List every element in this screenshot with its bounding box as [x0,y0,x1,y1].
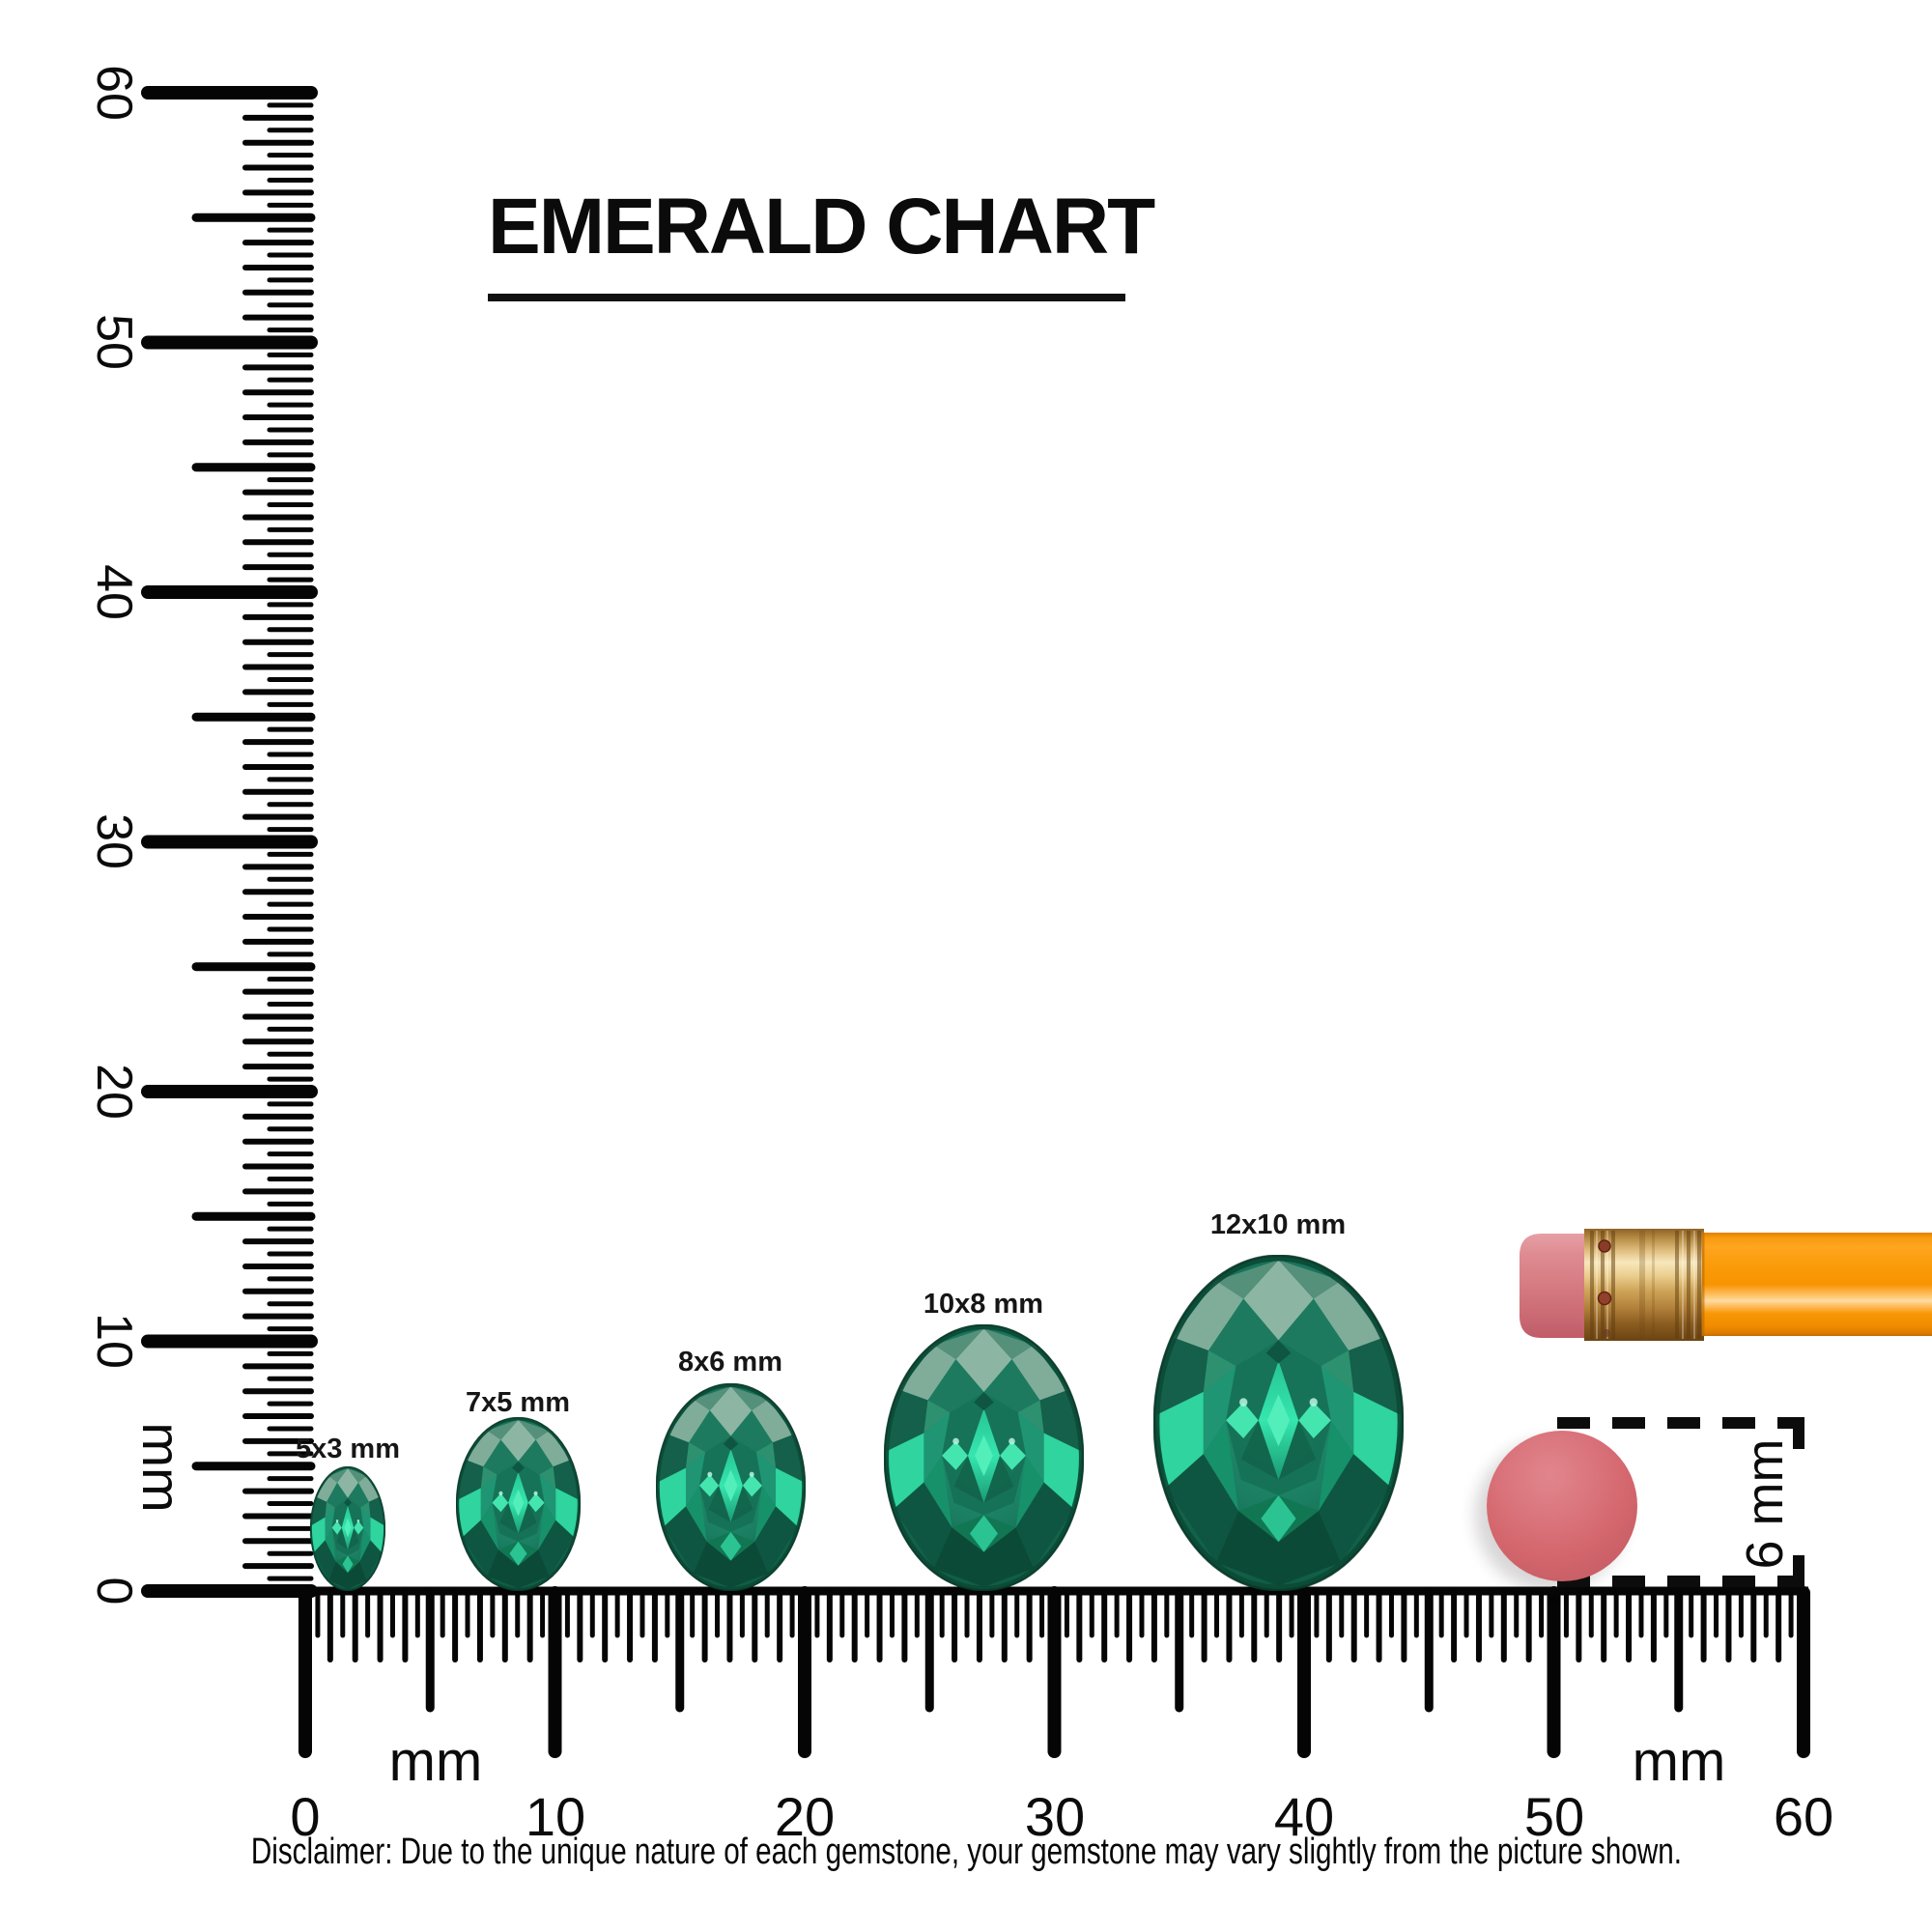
hruler-label-30: 30 [1024,1786,1086,1847]
hruler-label-20: 20 [774,1786,836,1847]
hruler-label-10: 10 [525,1786,586,1847]
hruler-unit-mm-right: mm [1632,1730,1726,1793]
ferrule-reflection [1639,1231,1645,1339]
hruler-unit-mm-left: mm [388,1730,483,1793]
gem-label-8x6: 8x6 mm [677,1347,782,1378]
disclaimer-text: Disclaimer: Due to the unique nature of … [0,1832,1932,1873]
ferrule-reflection-2 [1652,1231,1655,1339]
gem-label-7x5: 7x5 mm [465,1387,570,1418]
eraser-endview-circle [1487,1431,1637,1581]
vruler-unit-mm: mm [131,1422,193,1513]
eraser-diameter-label: 6 mm [1736,1438,1794,1570]
hruler-label-50: 50 [1523,1786,1585,1847]
vruler-label-20: 20 [86,1064,142,1120]
vruler-label-50: 50 [86,314,142,370]
gem-5x3 [310,1466,385,1591]
hruler-label-0: 0 [290,1786,321,1847]
ruler-ticks [141,86,1810,1758]
disclaimer-text-inner: Disclaimer: Due to the unique nature of … [250,1832,1682,1872]
gem-12x10 [1153,1255,1404,1591]
ferrule-rivet-bottom [1597,1291,1612,1306]
pencil-graphic [1520,1229,1932,1341]
vruler-label-10: 10 [86,1313,142,1369]
ferrule-rivet-top [1598,1239,1611,1253]
gem-label-10x8: 10x8 mm [923,1289,1044,1320]
gem-label-5x3: 5x3 mm [295,1434,400,1464]
vruler-label-40: 40 [86,564,142,620]
page-title: EMERALD CHART [488,182,1155,302]
gem-label-12x10: 12x10 mm [1209,1209,1347,1240]
vruler-label-60: 60 [86,65,142,121]
pencil-eraser [1520,1234,1586,1338]
vruler-label-30: 30 [86,813,142,869]
gem-7x5 [456,1417,581,1591]
gem-8x6 [656,1383,806,1591]
ferrule-rivet-lower [1603,1329,1610,1337]
hruler-label-40: 40 [1273,1786,1335,1847]
gem-10x8 [884,1324,1084,1591]
hruler-label-60: 60 [1773,1786,1834,1847]
pencil-body [1702,1233,1932,1336]
